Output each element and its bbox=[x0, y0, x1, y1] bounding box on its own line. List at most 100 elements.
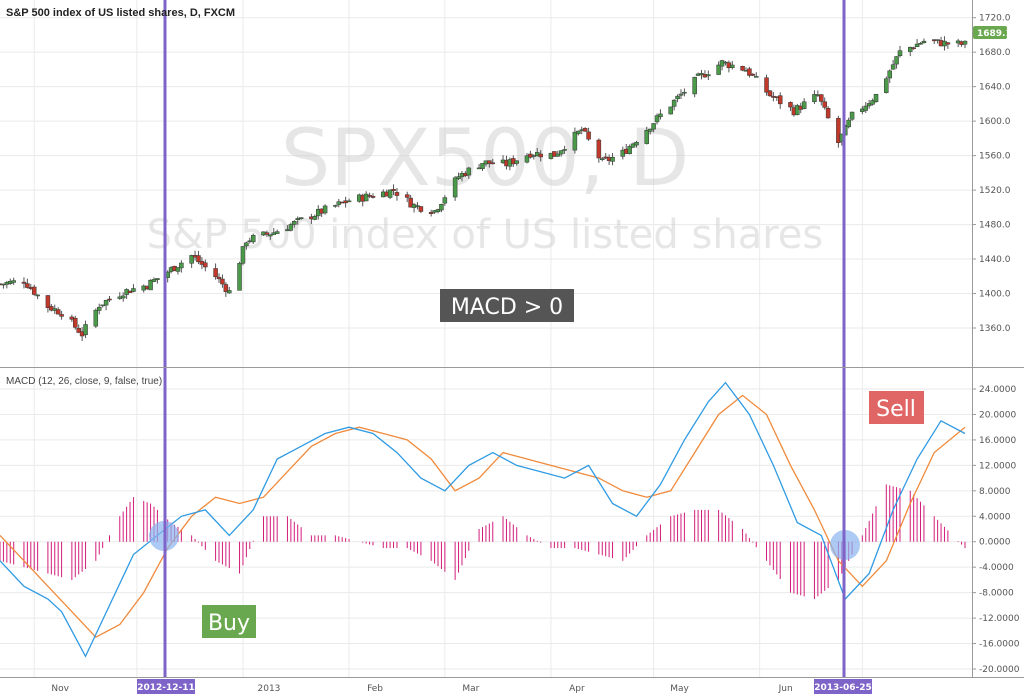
candle-down bbox=[394, 192, 400, 196]
candle-up bbox=[706, 74, 711, 77]
buy-annotation: Buy bbox=[202, 605, 256, 638]
candle-up bbox=[452, 177, 458, 198]
candle-up bbox=[83, 324, 88, 336]
candle-up bbox=[907, 46, 913, 52]
candle-down bbox=[370, 195, 376, 198]
macd-tick-label: -16.0000 bbox=[979, 640, 1020, 650]
macd-histogram bbox=[0, 484, 966, 599]
candle-down bbox=[223, 284, 229, 293]
time-tick-label: Jun bbox=[778, 684, 793, 694]
candle-up bbox=[699, 73, 704, 75]
candle-up bbox=[435, 209, 441, 213]
candle-up bbox=[682, 91, 687, 94]
macd-tick-label: 16.0000 bbox=[979, 436, 1016, 446]
candle-up bbox=[654, 115, 660, 123]
price-tick-label: 1640.0 bbox=[979, 83, 1011, 93]
candle-up bbox=[250, 235, 256, 243]
candle-down bbox=[59, 314, 64, 317]
candle-up bbox=[524, 155, 530, 163]
candle-up bbox=[914, 43, 920, 48]
candle-up bbox=[514, 160, 519, 164]
candle-down bbox=[25, 283, 30, 288]
candle-up bbox=[651, 123, 656, 130]
price-tick-label: 1600.0 bbox=[979, 117, 1011, 127]
candle-up bbox=[227, 290, 232, 294]
candle-up bbox=[572, 131, 578, 151]
signal-line bbox=[0, 394, 966, 639]
candle-up bbox=[480, 163, 485, 169]
candle-down bbox=[203, 262, 208, 268]
candle-up bbox=[96, 306, 102, 311]
candle-up bbox=[11, 280, 16, 283]
price-tick-label: 1560.0 bbox=[979, 152, 1011, 162]
sell-date-label: 2013-06-25 bbox=[814, 683, 872, 693]
candle-down bbox=[822, 101, 827, 108]
macd-tick-label: 24.0000 bbox=[979, 385, 1016, 395]
candle-down bbox=[487, 160, 492, 164]
macd-tick-label: -12.0000 bbox=[979, 614, 1020, 624]
candle-up bbox=[894, 56, 899, 65]
candle-up bbox=[312, 216, 318, 220]
candle-up bbox=[562, 149, 567, 151]
candle-up bbox=[175, 267, 181, 272]
price-tick-label: 1440.0 bbox=[979, 255, 1011, 265]
candle-up bbox=[795, 105, 800, 115]
buy-text: Buy bbox=[208, 611, 250, 636]
time-tick-label: May bbox=[670, 684, 689, 694]
last-price-tag: 1689.1 bbox=[973, 26, 1012, 39]
macd-tick-label: -4.0000 bbox=[979, 563, 1014, 573]
candle-up bbox=[363, 193, 369, 202]
candle-up bbox=[647, 128, 653, 132]
candle-down bbox=[764, 77, 769, 93]
candle-up bbox=[240, 246, 246, 264]
candle-up bbox=[244, 242, 249, 247]
macd-tick-label: -20.0000 bbox=[979, 665, 1020, 675]
candle-down bbox=[747, 68, 752, 76]
macd-tick-label: 8.0000 bbox=[979, 487, 1011, 497]
candle-up bbox=[730, 64, 735, 68]
candle-down bbox=[538, 153, 543, 158]
candle-up bbox=[890, 64, 896, 70]
macd-tick-label: 20.0000 bbox=[979, 410, 1016, 420]
candle-up bbox=[387, 189, 393, 198]
candle-down bbox=[777, 95, 783, 105]
candle-up bbox=[846, 119, 851, 128]
candle-down bbox=[127, 290, 133, 293]
candle-down bbox=[264, 232, 270, 235]
candle-up bbox=[237, 263, 242, 291]
candle-up bbox=[863, 105, 869, 111]
grid bbox=[0, 0, 972, 677]
candle-up bbox=[558, 150, 564, 155]
candle-down bbox=[55, 309, 61, 315]
candle-up bbox=[812, 94, 817, 103]
candle-up bbox=[801, 101, 807, 109]
candle-up bbox=[466, 167, 472, 176]
candle-up bbox=[288, 224, 294, 231]
candle-up bbox=[179, 262, 184, 269]
macd-tick-label: 0.0000 bbox=[979, 538, 1011, 548]
candle-down bbox=[76, 328, 81, 333]
candle-down bbox=[196, 255, 201, 263]
macd-tick-label: -8.0000 bbox=[979, 589, 1014, 599]
candle-down bbox=[836, 117, 841, 144]
candle-up bbox=[754, 76, 759, 78]
sell-annotation: Sell bbox=[869, 391, 924, 424]
time-tick-label: Mar bbox=[462, 684, 479, 694]
candle-up bbox=[555, 153, 561, 157]
macd-title: MACD (12, 26, close, 9, false, true) bbox=[6, 376, 162, 387]
candle-up bbox=[298, 217, 304, 219]
candle-down bbox=[49, 306, 54, 311]
candle-up bbox=[295, 218, 300, 220]
candle-down bbox=[819, 94, 824, 102]
candle-down bbox=[31, 286, 37, 295]
macd-axis: 24.0000 20.0000 16.0000 12.0000 8.0000 4.0000… bbox=[972, 385, 1020, 675]
price-tick-label: 1480.0 bbox=[979, 221, 1011, 231]
candle-up bbox=[644, 130, 650, 144]
candle-down bbox=[825, 108, 831, 119]
macd-tick-label: 12.0000 bbox=[979, 461, 1016, 471]
price-tick-label: 1520.0 bbox=[979, 186, 1011, 196]
candle-up bbox=[439, 204, 444, 211]
candle-down bbox=[788, 102, 793, 108]
candle-up bbox=[716, 64, 721, 75]
